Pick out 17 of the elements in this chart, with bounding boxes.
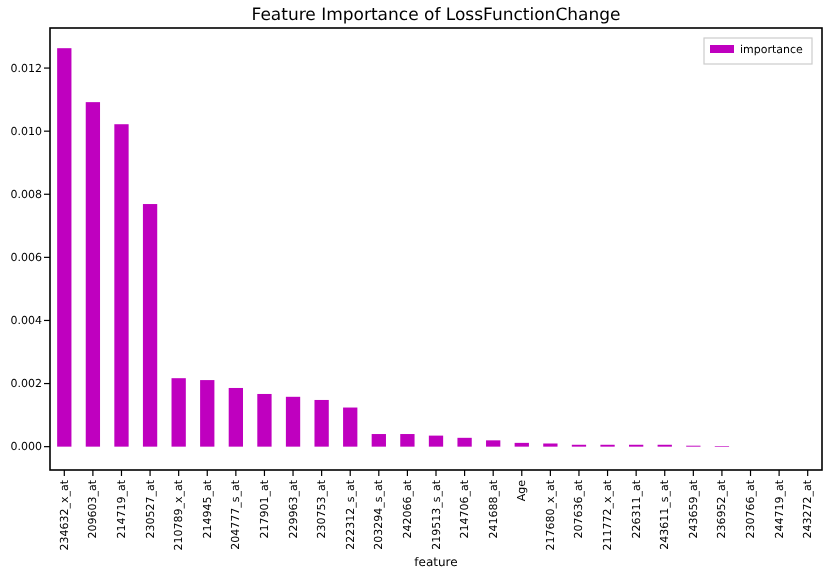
- bar: [114, 124, 129, 447]
- bar: [228, 387, 243, 447]
- bar: [142, 204, 158, 447]
- chart-title: Feature Importance of LossFunctionChange: [251, 6, 621, 26]
- bar: [57, 48, 72, 447]
- bar: [314, 399, 329, 447]
- bar: [428, 435, 444, 447]
- bar: [85, 102, 101, 447]
- bar: [200, 380, 215, 447]
- bar: [400, 434, 415, 447]
- bar: [371, 434, 386, 447]
- bar: [486, 440, 501, 447]
- bar: [171, 378, 186, 447]
- bar: [285, 396, 301, 447]
- bar: [457, 437, 472, 447]
- bar: [257, 393, 272, 447]
- bar: [343, 407, 358, 447]
